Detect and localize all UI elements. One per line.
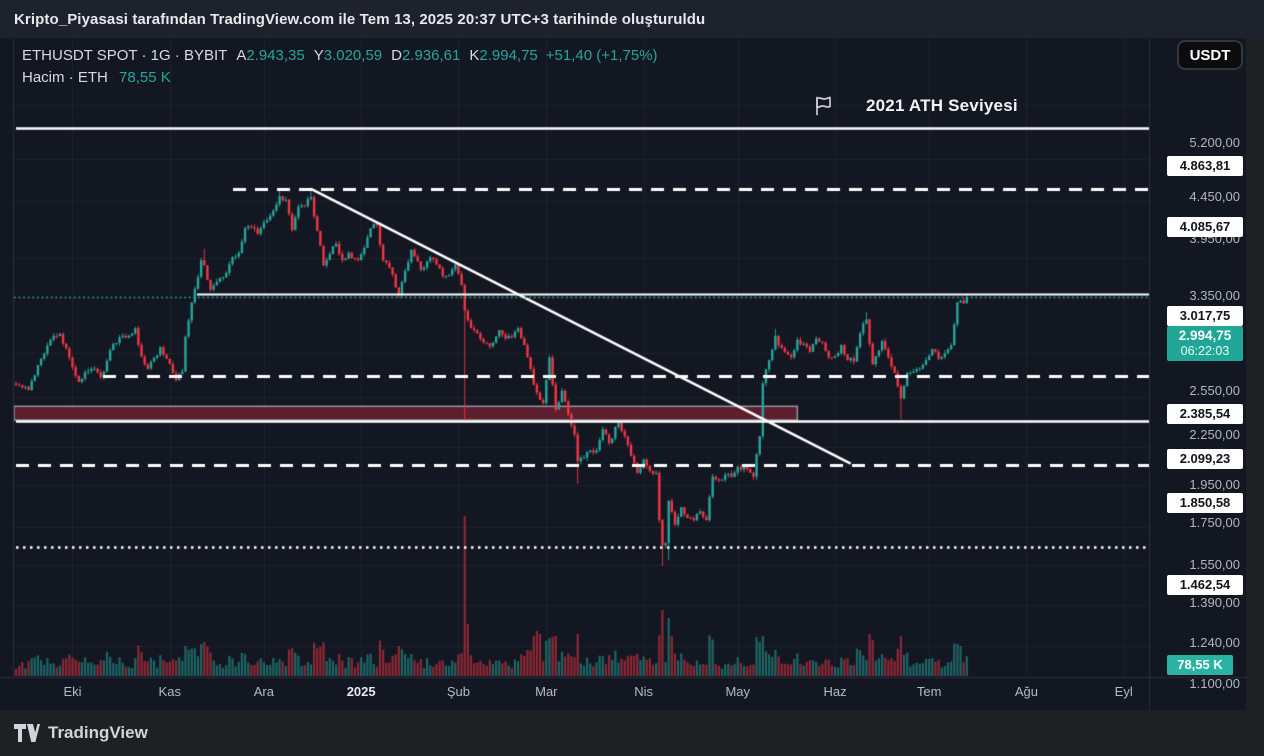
level-price-badge: 4.085,67 <box>1167 216 1243 237</box>
currency-button[interactable]: USDT <box>1177 40 1243 70</box>
level-price-badge: 3.017,75 <box>1167 306 1243 327</box>
level-price-badge: 1.850,58 <box>1167 493 1243 514</box>
level-price-badge: 2.099,23 <box>1167 449 1243 470</box>
price-tick: 3.350,00 <box>1189 288 1240 304</box>
price-tick: 1.240,00 <box>1189 634 1240 650</box>
current-price-badge: 2.994,75 06:22:03 <box>1167 326 1243 362</box>
time-axis-label: Eyl <box>1114 684 1133 699</box>
time-axis-label: Haz <box>823 684 847 699</box>
legend-row-volume: Hacim · ETH 78,55 K <box>22 67 658 88</box>
level-price-badge: 2.385,54 <box>1167 404 1243 425</box>
price-tick: 5.200,00 <box>1189 134 1240 150</box>
time-axis-label: Kas <box>158 684 181 699</box>
price-tick: 1.750,00 <box>1189 514 1240 530</box>
ohlc-values: A2.943,35 Y3.020,59 D2.936,61 K2.994,75 <box>227 47 537 64</box>
chart-legend: ETHUSDT SPOT · 1G · BYBIT A2.943,35 Y3.020… <box>22 45 658 88</box>
ohlc-value-A: 2.943,35 <box>246 47 305 64</box>
volume-label[interactable]: Hacim · ETH <box>22 69 108 86</box>
time-axis-label: Ara <box>253 684 274 699</box>
level-price-badge: 4.863,81 <box>1167 156 1243 176</box>
time-axis-label: May <box>725 684 751 699</box>
current-price-value: 2.994,75 <box>1178 328 1232 344</box>
bottom-bar: TradingView <box>0 710 1264 756</box>
volume-value: 78,55 K <box>119 69 171 86</box>
price-tick: 2.250,00 <box>1189 426 1240 442</box>
price-tick: 1.390,00 <box>1189 594 1240 610</box>
price-tick: 1.950,00 <box>1189 476 1240 492</box>
price-tick: 1.550,00 <box>1189 556 1240 572</box>
price-change: +51,40 (+1,75%) <box>545 47 658 64</box>
flag-icon <box>816 96 831 116</box>
time-axis-label: Tem <box>916 684 942 699</box>
ohlc-key-A: A <box>236 47 247 64</box>
time-axis-label: Eki <box>63 684 82 699</box>
volume-badge: 78,55 K <box>1167 655 1233 675</box>
tradingview-logo[interactable]: TradingView <box>14 723 148 743</box>
right-margin <box>1246 38 1264 710</box>
attribution-text: Kripto_Piyasasi tarafından TradingView.c… <box>14 10 706 28</box>
price-chart-canvas[interactable] <box>0 38 1246 710</box>
ohlc-key-K: K <box>469 47 480 64</box>
time-axis-label: Mar <box>535 684 558 699</box>
price-tick: 2.550,00 <box>1189 383 1240 399</box>
tradingview-logo-text: TradingView <box>48 723 148 742</box>
bar-countdown: 06:22:03 <box>1180 344 1230 359</box>
time-axis-label: Ağu <box>1014 684 1038 699</box>
attribution-bar: Kripto_Piyasasi tarafından TradingView.c… <box>0 0 1264 38</box>
tradingview-logo-icon <box>14 724 40 742</box>
ohlc-value-D: 2.936,61 <box>401 47 461 64</box>
time-axis-label: 2025 <box>346 684 376 699</box>
ohlc-key-Y: Y <box>313 47 324 64</box>
ohlc-key-D: D <box>391 47 402 64</box>
level-price-badge: 1.462,54 <box>1167 575 1243 596</box>
symbol-title[interactable]: ETHUSDT SPOT · 1G · BYBIT <box>22 47 228 64</box>
time-axis-label: Şub <box>446 684 471 699</box>
price-tick: 1.100,00 <box>1189 676 1240 692</box>
chart-area[interactable]: ETHUSDT SPOT · 1G · BYBIT A2.943,35 Y3.020… <box>0 38 1246 710</box>
ohlc-value-Y: 3.020,59 <box>323 47 383 64</box>
legend-row-price: ETHUSDT SPOT · 1G · BYBIT A2.943,35 Y3.020… <box>22 45 658 66</box>
ohlc-value-K: 2.994,75 <box>479 47 538 64</box>
time-axis-label: Nis <box>634 684 653 699</box>
ath-annotation[interactable]: 2021 ATH Seviyesi <box>812 94 1018 118</box>
price-tick: 4.450,00 <box>1189 189 1240 204</box>
ath-label: 2021 ATH Seviyesi <box>866 96 1018 115</box>
